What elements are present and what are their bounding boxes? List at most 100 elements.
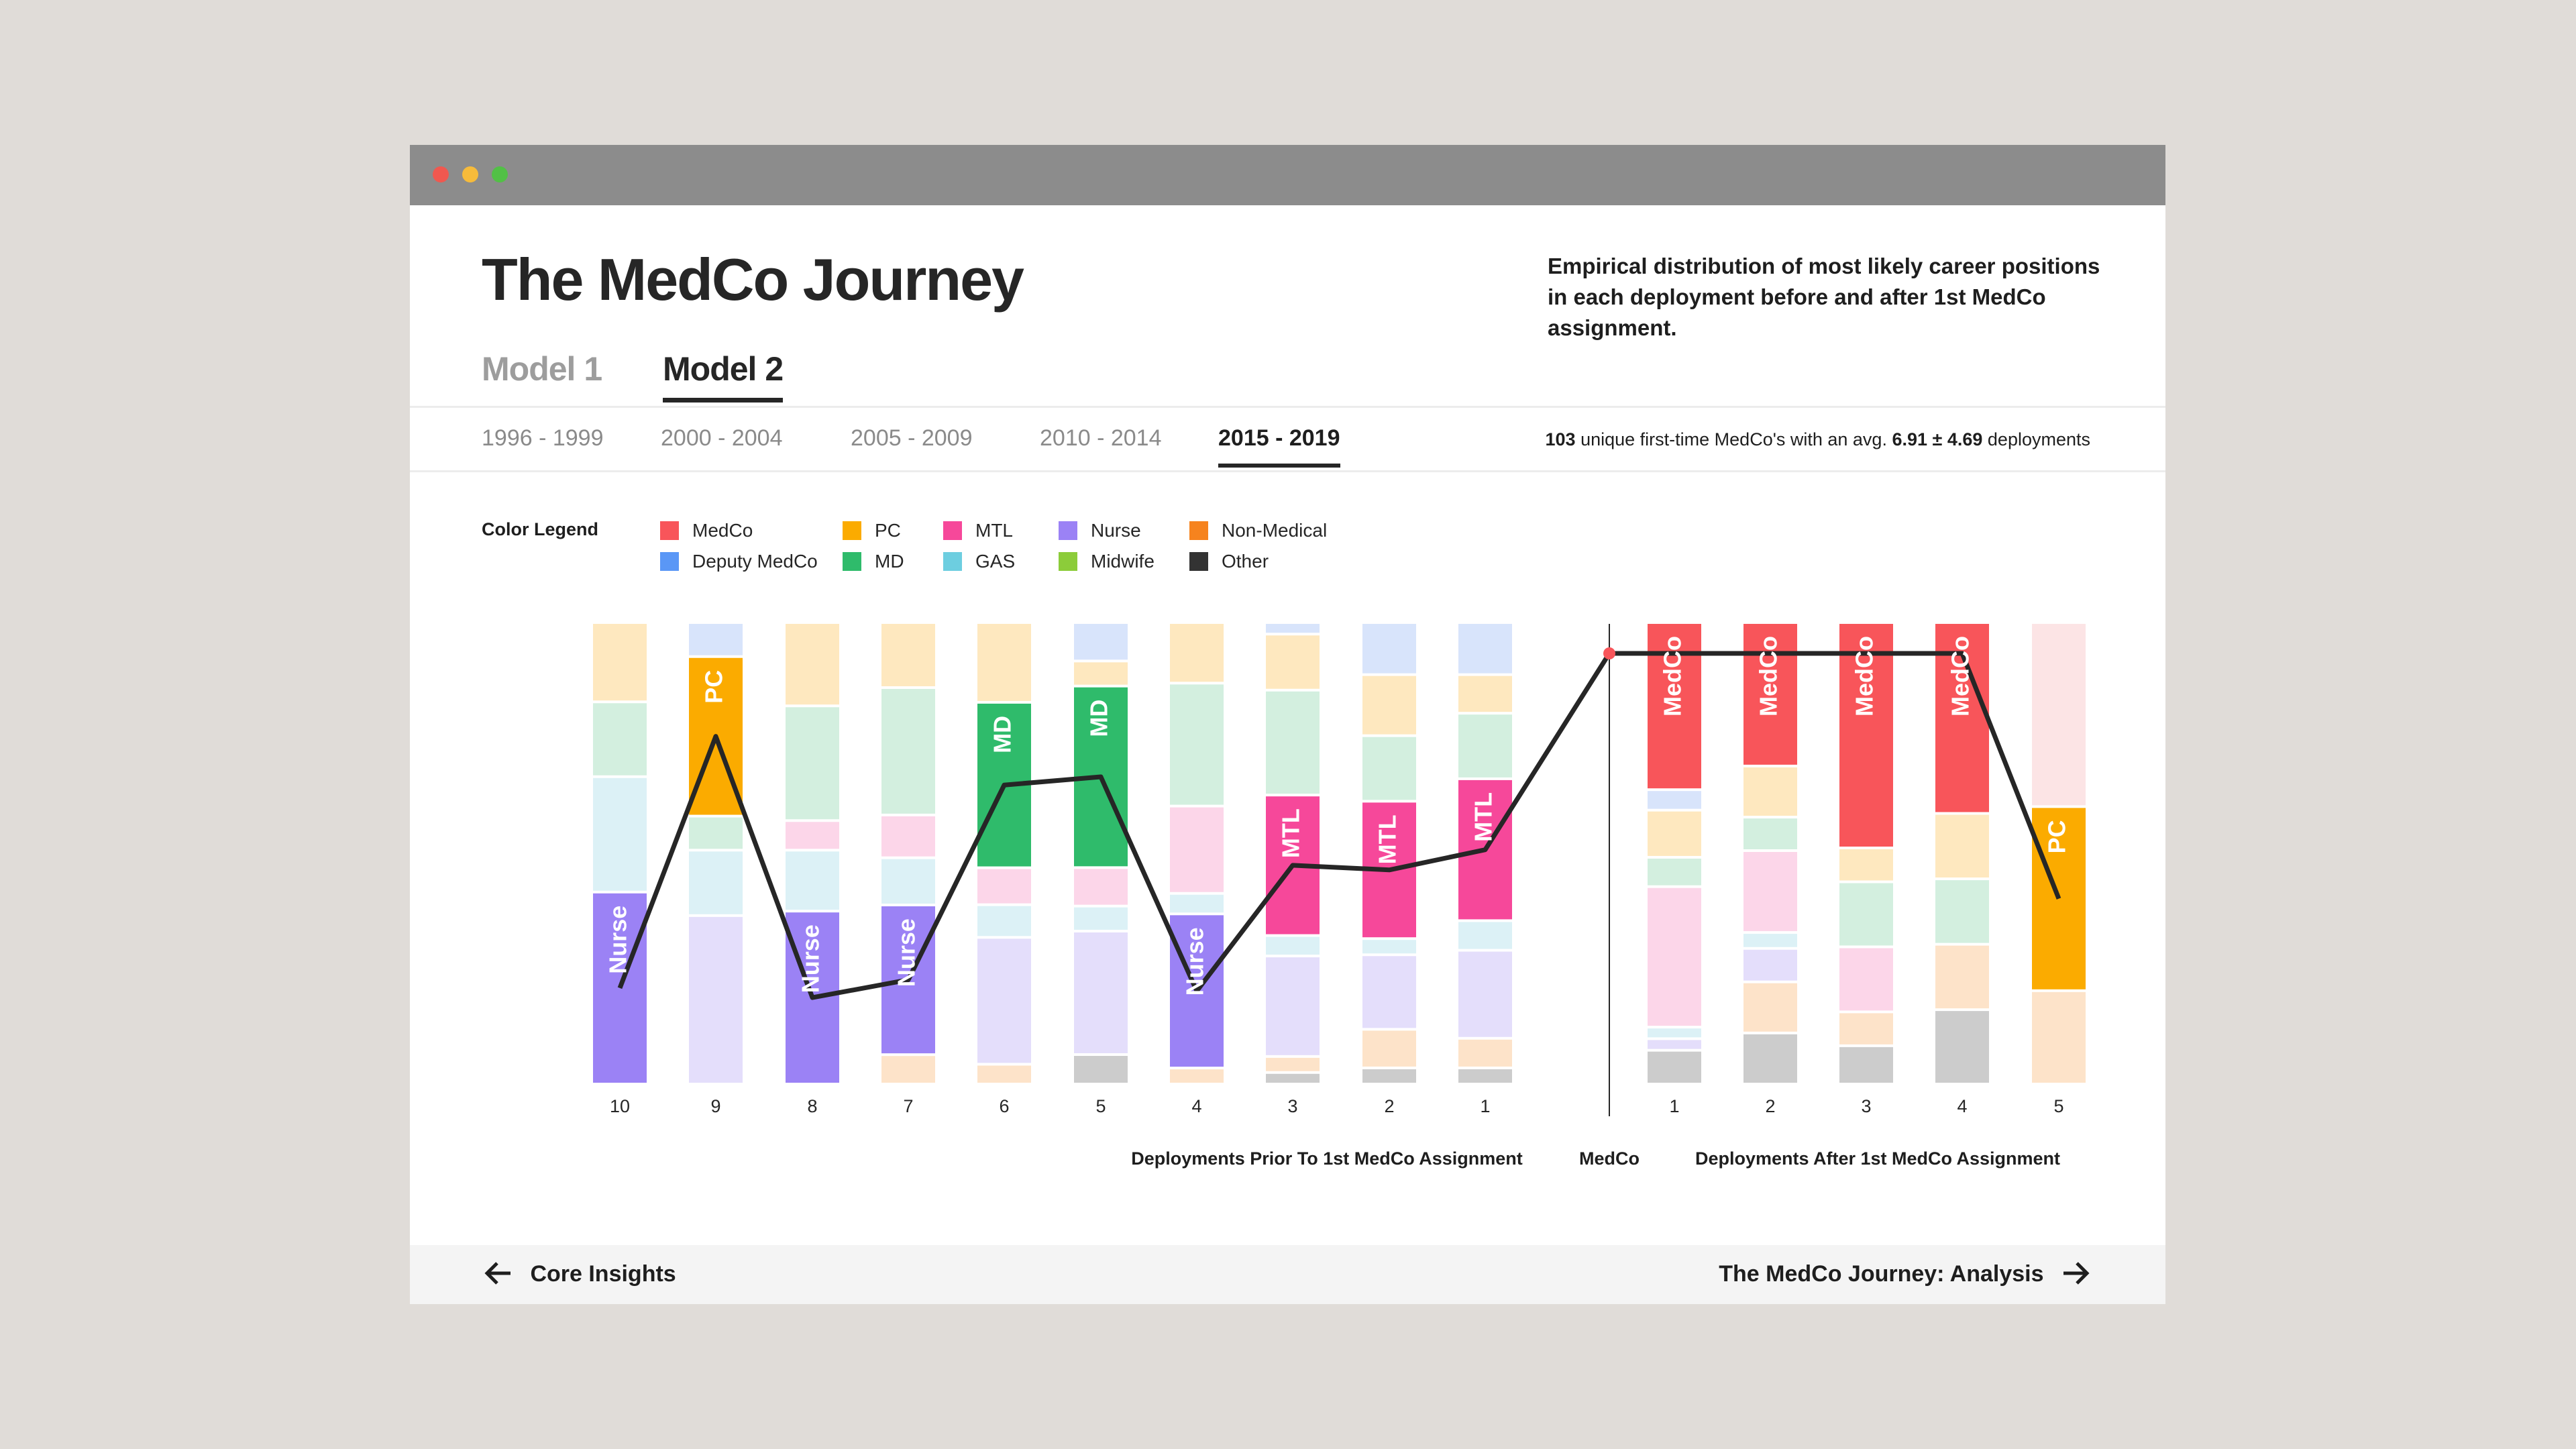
bar-segment-gas xyxy=(689,851,743,914)
bar-segment-pc xyxy=(1458,676,1512,712)
bar-label: MTL xyxy=(1277,808,1305,858)
legend-swatch xyxy=(660,552,679,571)
bar-label: MedCo xyxy=(1755,636,1782,716)
bar-segment-pc xyxy=(1743,767,1797,816)
x-tick-label: 8 xyxy=(807,1096,817,1116)
tab-model-2[interactable]: Model 2 xyxy=(663,350,784,402)
bar-label: MedCo xyxy=(1851,636,1878,716)
x-tick-label: 4 xyxy=(1957,1096,1967,1116)
legend-swatch xyxy=(943,521,962,540)
bar-segment-nurse xyxy=(1458,951,1512,1037)
bar-segment-other xyxy=(1266,1073,1320,1083)
bar-segment-nurse xyxy=(689,916,743,1083)
bar-segment-non-medical xyxy=(1458,1039,1512,1067)
bar-segment-non-medical xyxy=(1935,945,1989,1009)
legend-item-mtl: MTL xyxy=(943,520,1013,541)
career-path-line xyxy=(617,651,2061,1000)
bar-label: MD xyxy=(989,716,1016,753)
tab-period-2000-2004[interactable]: 2000 - 2004 xyxy=(661,425,783,451)
bar-segment-pc xyxy=(1266,635,1320,689)
bar-segment-md xyxy=(1743,818,1797,849)
x-tick-label: 7 xyxy=(903,1096,913,1116)
bar-segment-md xyxy=(786,707,839,820)
bar-label: Nurse xyxy=(1181,927,1209,996)
bar-segment-deputy-medco xyxy=(689,624,743,655)
tab-period-1996-1999[interactable]: 1996 - 1999 xyxy=(482,425,604,451)
bar-label: Nurse xyxy=(604,906,632,974)
window-titlebar xyxy=(410,145,2165,205)
legend-swatch xyxy=(1189,552,1208,571)
bar-segment-pc xyxy=(1648,811,1701,856)
bar-label: PC xyxy=(2043,820,2071,853)
bar-segment-nurse xyxy=(1648,1040,1701,1049)
legend-swatch xyxy=(1059,552,1077,571)
close-window-button[interactable] xyxy=(433,166,449,182)
bar-segment-gas xyxy=(1743,934,1797,947)
bar-segment-gas xyxy=(1362,940,1416,954)
minimize-window-button[interactable] xyxy=(462,166,478,182)
bar-segment-mtl xyxy=(1074,869,1128,905)
legend-label: Nurse xyxy=(1091,520,1141,541)
bar-segment-other xyxy=(1458,1069,1512,1083)
x-tick-label: 4 xyxy=(1191,1096,1201,1116)
bar-segment-md xyxy=(1266,691,1320,794)
bar-segment-non-medical xyxy=(977,1065,1031,1083)
bar-segment-pc xyxy=(881,624,935,686)
bar-segment-deputy-medco xyxy=(1266,624,1320,633)
legend-swatch xyxy=(1059,521,1077,540)
legend-label: PC xyxy=(875,520,901,541)
bar-segment-gas xyxy=(1266,936,1320,955)
tab-model-1[interactable]: Model 1 xyxy=(482,350,602,388)
bar-segment-mtl xyxy=(881,816,935,857)
periods-divider xyxy=(410,470,2165,472)
bar-segment-nurse xyxy=(1074,932,1128,1053)
bar-segment-nurse xyxy=(1266,957,1320,1055)
next-page-link[interactable]: The MedCo Journey: Analysis xyxy=(1719,1260,2090,1287)
tab-period-2005-2009[interactable]: 2005 - 2009 xyxy=(851,425,973,451)
legend-item-md: MD xyxy=(843,551,904,572)
legend-label: MTL xyxy=(975,520,1013,541)
x-tick-label: 3 xyxy=(1861,1096,1871,1116)
legend-label: Deputy MedCo xyxy=(692,551,818,572)
bar-segment-other xyxy=(1074,1056,1128,1083)
maximize-window-button[interactable] xyxy=(492,166,508,182)
x-tick-label: 1 xyxy=(1480,1096,1490,1116)
legend-item-deputy-medco: Deputy MedCo xyxy=(660,551,818,572)
bar-segment-other xyxy=(1839,1046,1893,1083)
next-page-label: The MedCo Journey: Analysis xyxy=(1719,1261,2044,1287)
legend-item-non-medical: Non-Medical xyxy=(1189,520,1327,541)
bar-segment-mtl xyxy=(977,869,1031,904)
bar-label: PC xyxy=(700,670,728,704)
legend-item-gas: GAS xyxy=(943,551,1015,572)
x-tick-label: 5 xyxy=(2053,1096,2063,1116)
bar-segment-md xyxy=(1935,880,1989,943)
previous-page-link[interactable]: Core Insights xyxy=(484,1260,676,1287)
x-axis-caption-after: Deployments After 1st MedCo Assignment xyxy=(1695,1148,2060,1169)
legend-swatch xyxy=(843,521,861,540)
legend-item-medco: MedCo xyxy=(660,520,753,541)
bar-segment-other xyxy=(1362,1069,1416,1083)
bar-segment-deputy-medco xyxy=(1362,624,1416,674)
bar-segment-md xyxy=(1839,883,1893,946)
bar-segment-pc xyxy=(2032,808,2086,989)
bar-segment-nurse xyxy=(977,938,1031,1063)
summary-text-1: unique first-time MedCo's with an avg. xyxy=(1580,429,1887,449)
legend-swatch xyxy=(660,521,679,540)
tab-period-2010-2014[interactable]: 2010 - 2014 xyxy=(1040,425,1162,451)
legend-label: MedCo xyxy=(692,520,753,541)
x-tick-label: 9 xyxy=(710,1096,720,1116)
tab-period-2015-2019[interactable]: 2015 - 2019 xyxy=(1218,425,1340,468)
bar-segment-nurse xyxy=(1743,949,1797,981)
previous-page-label: Core Insights xyxy=(530,1261,676,1287)
bar-segment-mtl xyxy=(1170,807,1224,892)
legend-label: Non-Medical xyxy=(1222,520,1328,541)
path-layer xyxy=(617,651,2061,1000)
bar-label: MedCo xyxy=(1659,636,1686,716)
bar-label: MTL xyxy=(1470,792,1497,842)
bar-segment-non-medical xyxy=(1170,1069,1224,1083)
bar-segment-gas xyxy=(977,906,1031,936)
bar-segment-non-medical xyxy=(1266,1057,1320,1071)
summary-text-2: deployments xyxy=(1987,429,2090,449)
bar-segment-deputy-medco xyxy=(1458,624,1512,674)
page-title: The MedCo Journey xyxy=(482,246,1024,313)
